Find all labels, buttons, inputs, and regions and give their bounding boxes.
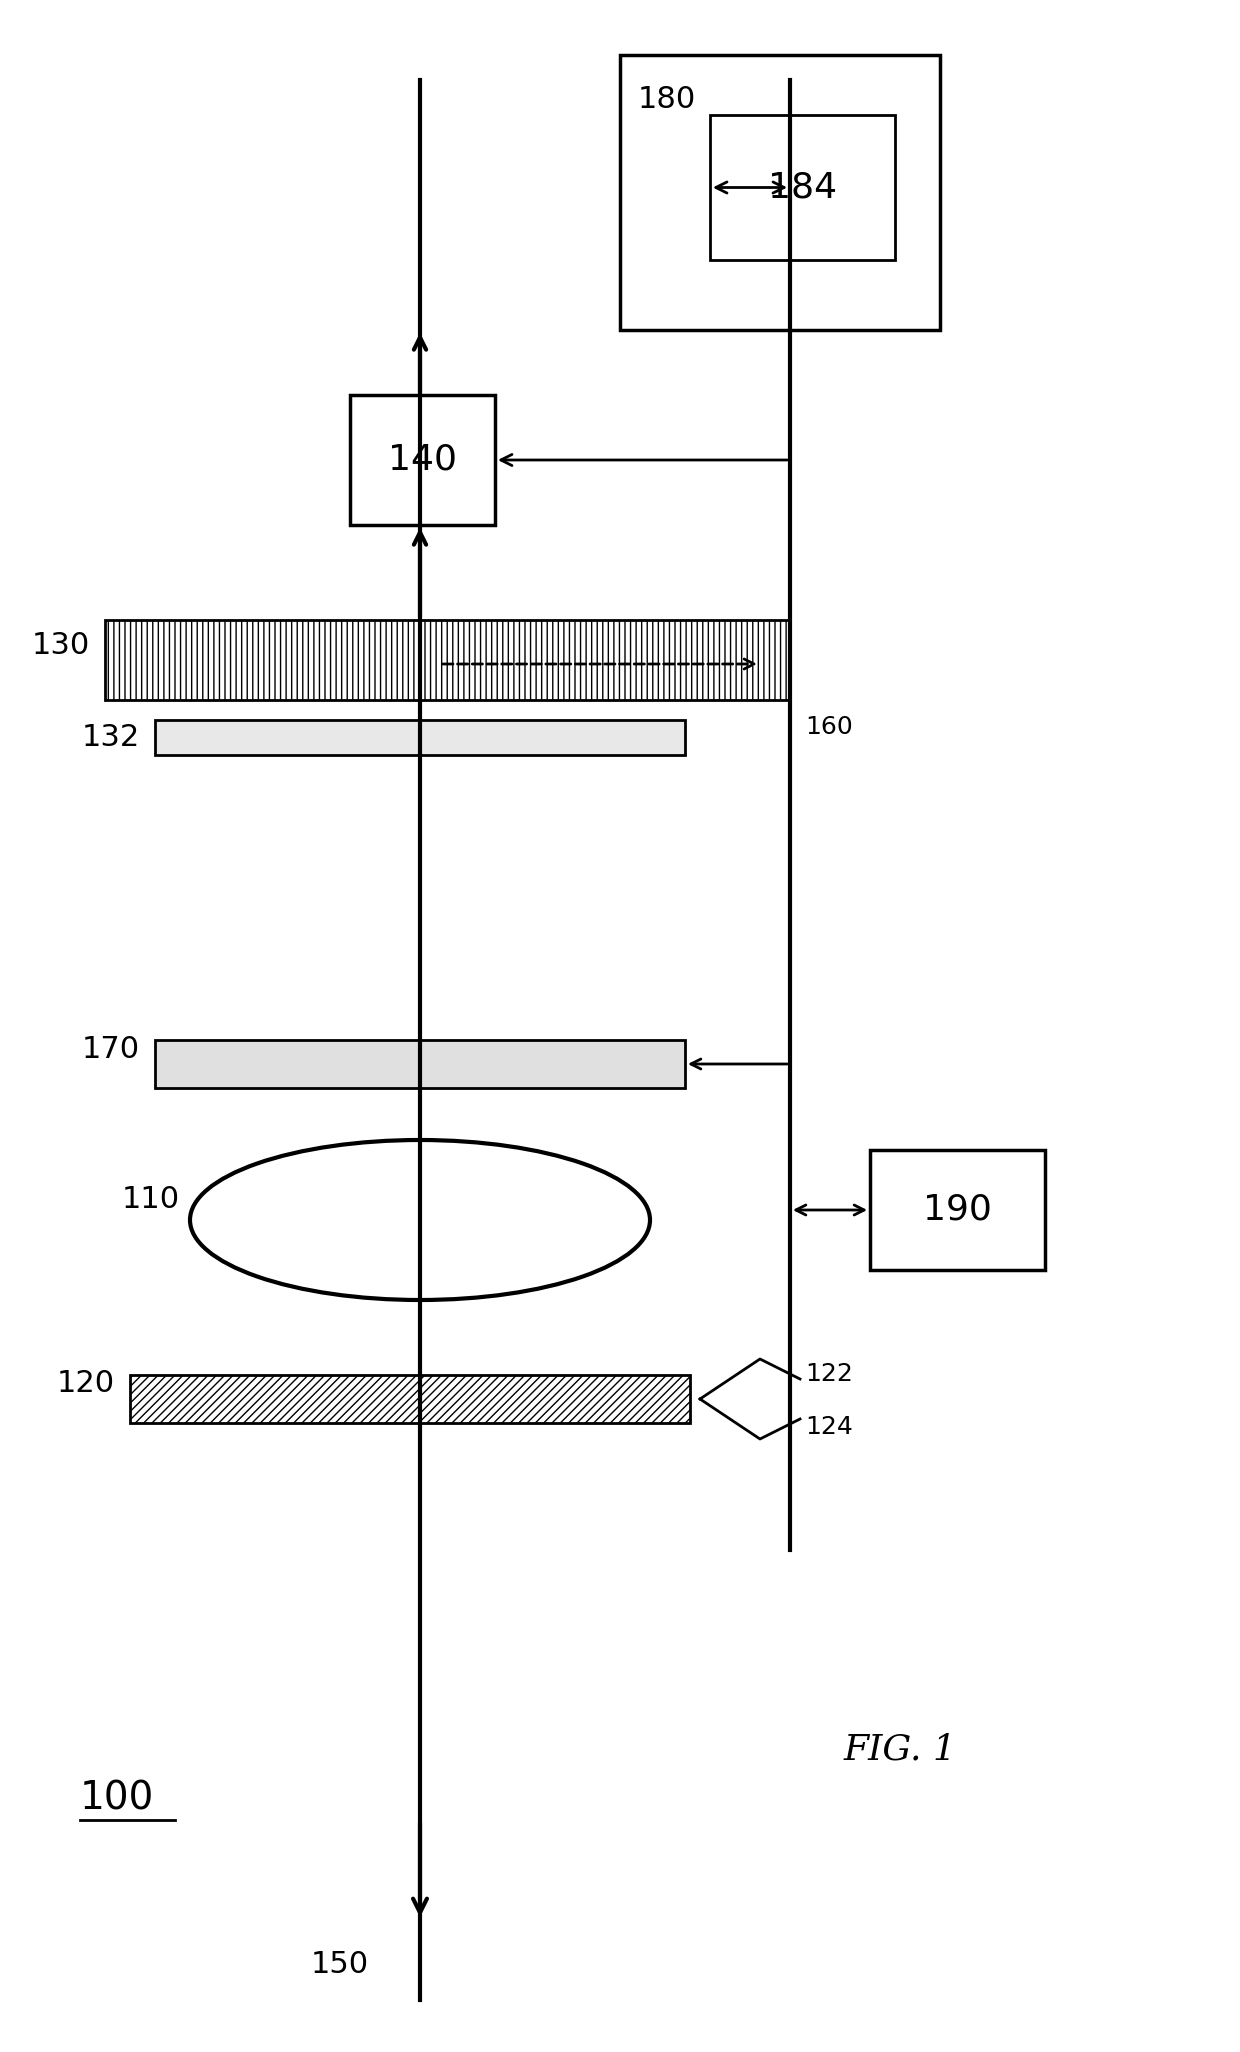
Text: 140: 140 <box>388 443 458 476</box>
Text: 122: 122 <box>805 1363 853 1385</box>
Text: 150: 150 <box>311 1949 370 1978</box>
Bar <box>105 620 790 700</box>
Text: FIG. 1: FIG. 1 <box>843 1734 956 1767</box>
Bar <box>155 1040 684 1088</box>
Text: 132: 132 <box>82 722 140 751</box>
Text: 190: 190 <box>923 1192 992 1227</box>
Text: 110: 110 <box>122 1186 180 1215</box>
Text: 120: 120 <box>57 1369 115 1399</box>
Bar <box>155 720 684 755</box>
Bar <box>711 115 895 261</box>
Bar <box>870 1149 1045 1270</box>
Text: 124: 124 <box>805 1416 853 1438</box>
Text: 180: 180 <box>639 84 696 115</box>
Text: 160: 160 <box>805 714 853 739</box>
Text: 100: 100 <box>81 1779 154 1818</box>
Bar <box>620 55 940 330</box>
Ellipse shape <box>190 1141 650 1301</box>
Text: 130: 130 <box>32 630 91 659</box>
Bar <box>130 1375 689 1422</box>
Text: 170: 170 <box>82 1034 140 1063</box>
Text: 184: 184 <box>768 170 837 205</box>
Bar <box>350 394 495 525</box>
